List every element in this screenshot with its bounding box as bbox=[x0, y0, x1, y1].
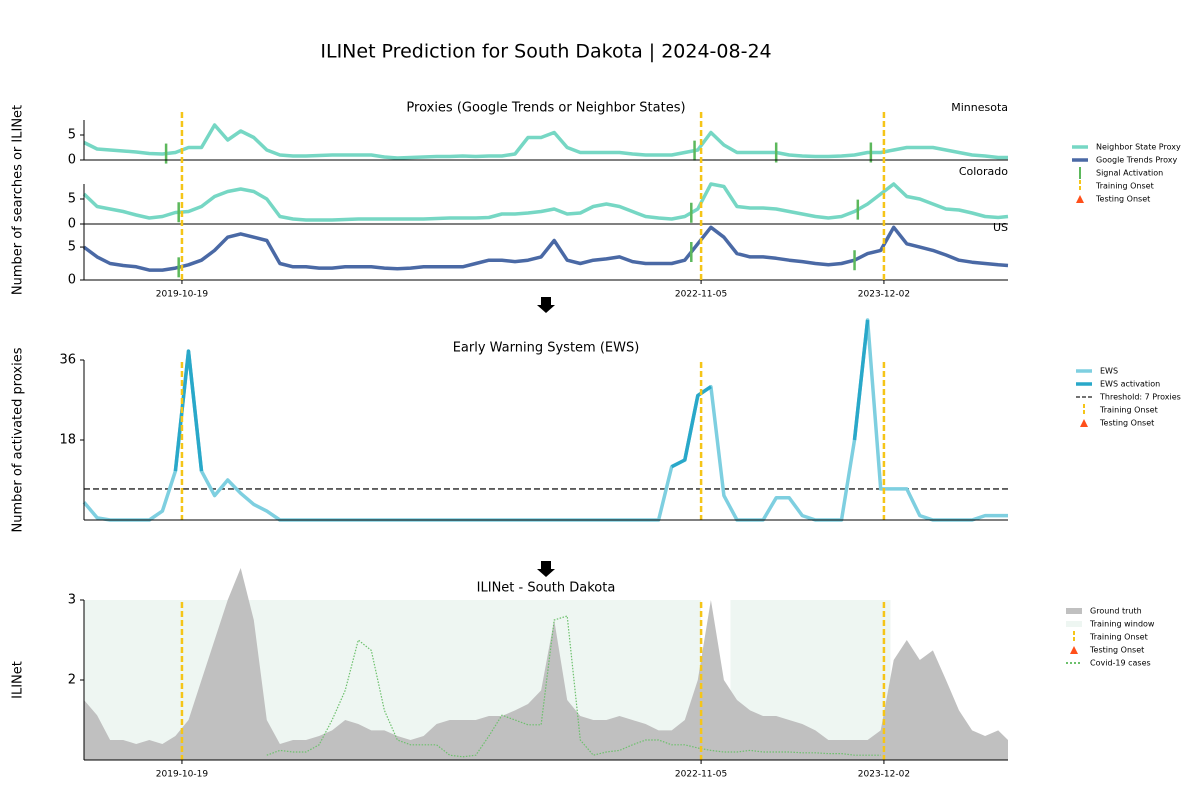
panel-title: ILINet - South Dakota bbox=[477, 581, 616, 596]
legend-swatch bbox=[1066, 621, 1082, 627]
panel-title: Proxies (Google Trends or Neighbor State… bbox=[406, 101, 685, 116]
legend-label: Testing Onset bbox=[1099, 419, 1154, 428]
legend-label: Training Onset bbox=[1089, 633, 1148, 642]
legend-label: EWS activation bbox=[1100, 380, 1160, 389]
proxy-line bbox=[82, 225, 1009, 272]
panel-name: Colorado bbox=[959, 165, 1008, 178]
y-tick-label: 5 bbox=[68, 192, 76, 207]
ews-activation bbox=[173, 319, 870, 472]
legend-swatch bbox=[1076, 195, 1084, 203]
y-tick-label: 0 bbox=[68, 273, 76, 288]
y-axis-label: Number of searches or ILINet bbox=[11, 105, 26, 295]
x-tick-label: 2023-12-02 bbox=[858, 770, 910, 780]
y-tick-label: 5 bbox=[68, 128, 76, 143]
panel-title: Early Warning System (EWS) bbox=[453, 341, 640, 356]
arrow bbox=[537, 561, 555, 577]
legend-label: Training window bbox=[1089, 620, 1155, 629]
x-tick-label: 2019-10-19 bbox=[156, 770, 209, 780]
legend-label: Google Trends Proxy bbox=[1096, 156, 1178, 165]
chart-title: ILINet Prediction for South Dakota | 202… bbox=[320, 41, 771, 63]
y-axis-label: ILINet bbox=[11, 661, 26, 699]
y-tick-label: 18 bbox=[59, 433, 76, 448]
legend-label: Training Onset bbox=[1095, 182, 1154, 191]
legend-label: Training Onset bbox=[1099, 406, 1158, 415]
covid-line bbox=[266, 615, 881, 758]
legend-swatch bbox=[1070, 646, 1078, 654]
legend-label: Testing Onset bbox=[1095, 195, 1150, 204]
arrow bbox=[537, 297, 555, 313]
ground-truth-area bbox=[84, 568, 1008, 760]
legend-label: Signal Activation bbox=[1096, 169, 1163, 178]
y-tick-label: 0 bbox=[68, 153, 76, 168]
legend-label: Neighbor State Proxy bbox=[1096, 143, 1181, 152]
x-tick-label: 2019-10-19 bbox=[156, 290, 209, 300]
y-axis-label: Number of activated proxies bbox=[11, 347, 26, 532]
proxy-line bbox=[83, 123, 1008, 160]
legend-label: Covid-19 cases bbox=[1090, 659, 1151, 668]
legend-label: Ground truth bbox=[1090, 607, 1142, 616]
legend-label: Threshold: 7 Proxies bbox=[1099, 393, 1181, 402]
panel-name: US bbox=[993, 221, 1008, 234]
x-tick-label: 2022-11-05 bbox=[675, 290, 727, 300]
y-tick-label: 3 bbox=[68, 593, 76, 608]
y-tick-label: 2 bbox=[68, 673, 76, 688]
legend-swatch bbox=[1080, 419, 1088, 427]
proxy-line bbox=[82, 182, 1009, 222]
y-tick-label: 5 bbox=[68, 240, 76, 255]
x-tick-label: 2022-11-05 bbox=[675, 770, 727, 780]
legend-label: Testing Onset bbox=[1089, 646, 1144, 655]
y-tick-label: 0 bbox=[68, 217, 76, 232]
legend-label: EWS bbox=[1100, 367, 1118, 376]
y-tick-label: 36 bbox=[59, 353, 76, 368]
legend-swatch bbox=[1066, 608, 1082, 614]
panel-name: Minnesota bbox=[951, 101, 1008, 114]
x-tick-label: 2023-12-02 bbox=[858, 290, 910, 300]
